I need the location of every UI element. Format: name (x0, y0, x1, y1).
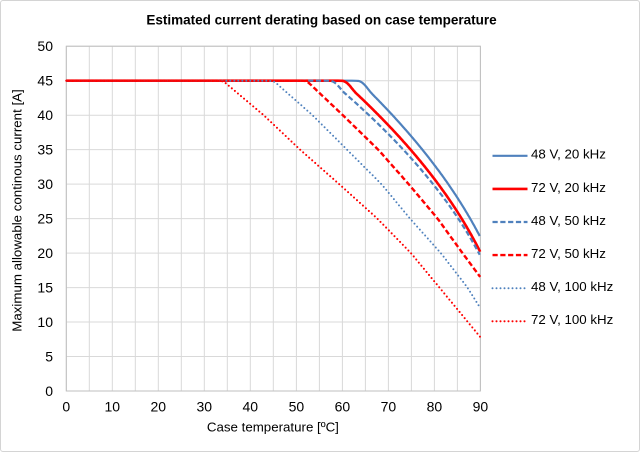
svg-text:20: 20 (151, 398, 167, 414)
svg-text:70: 70 (381, 398, 397, 414)
svg-text:80: 80 (427, 398, 443, 414)
svg-text:30: 30 (197, 398, 213, 414)
svg-text:90: 90 (473, 398, 489, 414)
svg-text:0: 0 (62, 398, 70, 414)
svg-text:5: 5 (45, 349, 53, 365)
svg-text:48 V, 20 kHz: 48 V, 20 kHz (531, 147, 606, 162)
svg-text:35: 35 (37, 142, 53, 158)
svg-text:40: 40 (243, 398, 259, 414)
svg-text:10: 10 (37, 314, 53, 330)
svg-text:50: 50 (37, 38, 53, 54)
svg-text:15: 15 (37, 280, 53, 296)
svg-text:0: 0 (45, 383, 53, 399)
svg-text:30: 30 (37, 176, 53, 192)
svg-text:10: 10 (105, 398, 121, 414)
svg-text:40: 40 (37, 107, 53, 123)
svg-text:20: 20 (37, 245, 53, 261)
svg-text:50: 50 (289, 398, 305, 414)
svg-text:Maximum allowable continous c: Maximum allowable continous current [A] (9, 89, 24, 331)
svg-text:25: 25 (37, 211, 53, 227)
svg-text:45: 45 (37, 73, 53, 89)
svg-text:48 V, 100 kHz: 48 V, 100 kHz (531, 279, 613, 294)
svg-text:72 V, 50 kHz: 72 V, 50 kHz (531, 246, 606, 261)
svg-text:72 V, 20 kHz: 72 V, 20 kHz (531, 180, 606, 195)
svg-text:Case temperature [ºC]: Case temperature [ºC] (207, 420, 339, 435)
svg-text:60: 60 (335, 398, 351, 414)
svg-text:48 V, 50 kHz: 48 V, 50 kHz (531, 213, 606, 228)
svg-text:72 V, 100 kHz: 72 V, 100 kHz (531, 312, 613, 327)
svg-text:Estimated current derating bas: Estimated current derating based on case… (146, 12, 497, 27)
